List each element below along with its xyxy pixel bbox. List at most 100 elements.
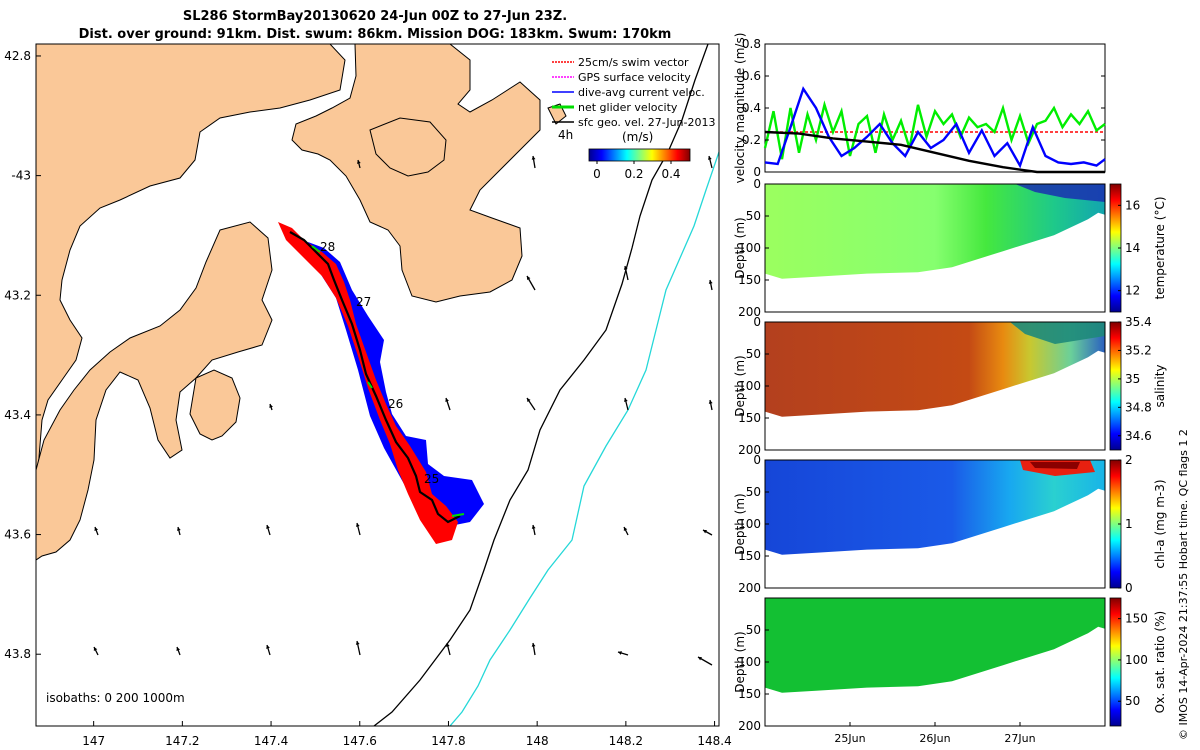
day-label-25: 25 <box>424 472 439 486</box>
day-label-26: 26 <box>388 397 403 411</box>
current-arrow-head <box>527 398 531 402</box>
current-arrow-head <box>531 156 536 160</box>
colorbar-tick-label: 16 <box>1125 198 1140 212</box>
speed-colorbar-title: (m/s) <box>622 130 653 144</box>
colorbar-tick-label: 35.2 <box>1125 343 1152 357</box>
colorbar-tick-label: 0 <box>1125 581 1133 595</box>
current-arrow-head <box>93 647 98 651</box>
current-arrow-head <box>355 523 360 527</box>
velocity-y-axis: 0 0.2 0.4 0.6 0.8 <box>742 37 1105 179</box>
day-label-28: 28 <box>320 240 335 254</box>
section-cold-surface <box>1015 184 1105 202</box>
velocity-ylabel: velocity magnitude (m/s) <box>733 33 747 184</box>
map-frame <box>35 43 720 727</box>
map-xtick-label: 147.2 <box>165 734 199 748</box>
section-ytick-label: 100 <box>738 655 761 669</box>
velocity-series-3 <box>764 130 1105 174</box>
section-ytick-label: 0 <box>753 453 761 467</box>
colorbar-tick-label: 14 <box>1125 241 1140 255</box>
section-ytick-label: 200 <box>738 581 761 595</box>
velocity-panel[interactable]: 0 0.2 0.4 0.6 0.8 velocity magnitude (m/s) <box>733 33 1106 184</box>
section-ytick-label: 200 <box>738 443 761 457</box>
colorbar-tick-label: 34.6 <box>1125 429 1152 443</box>
legend-label-swim: 25cm/s swim vector <box>578 56 689 69</box>
date-tick-label: 27Jun <box>1004 732 1035 745</box>
map-panel[interactable]: 28 27 26 25 isobaths: 0 200 1000m <box>36 44 719 726</box>
map-xtick-label: 148 <box>526 734 549 748</box>
section-ytick-label: 50 <box>746 209 761 223</box>
map-xtick-label: 148.4 <box>697 734 731 748</box>
current-arrow-head <box>623 398 628 402</box>
speed-colorbar-tick-0: 0 <box>593 167 601 181</box>
section-chl-peak <box>1030 462 1080 469</box>
current-arrow-head <box>176 527 181 531</box>
map-longitude-axis: 147 147.2 147.4 147.6 147.8 148 148.2 148.4 <box>82 721 732 748</box>
map-title-line1: SL286 StormBay20130620 24-Jun 00Z to 27-… <box>183 9 567 24</box>
velocity-ytick-label: 0 <box>753 165 761 179</box>
section-fresh-surface <box>1010 322 1105 344</box>
section-ylabel: Depth (m) <box>733 355 747 416</box>
current-arrow-head <box>94 527 99 531</box>
current-arrow-head <box>527 276 531 280</box>
section-data-temperature <box>765 184 1105 279</box>
legend-label-dive-avg: dive-avg current veloc. <box>578 86 705 99</box>
date-tick-label: 25Jun <box>834 732 865 745</box>
colorbar-tick-label: 35.4 <box>1125 315 1152 329</box>
section-ylabel: Depth (m) <box>733 217 747 278</box>
section-ytick-label: 200 <box>738 719 761 733</box>
current-arrow-head <box>708 280 713 284</box>
glider-track <box>289 231 461 524</box>
section-ytick-label: 50 <box>746 485 761 499</box>
section-ylabel: Depth (m) <box>733 631 747 692</box>
colorbar-label: Ox. sat. ratio (%) <box>1153 611 1167 713</box>
colorbar-tick-label: 100 <box>1125 653 1148 667</box>
map-ytick-label: 43.8 <box>4 647 31 661</box>
day-label-27: 27 <box>356 295 371 309</box>
section-panel-salinity[interactable]: 0 50 100 150 200 Depth (m) 34.6 34.8 35 35.2 35.4 s… <box>733 315 1167 457</box>
map-ytick-label: 43.6 <box>4 528 31 542</box>
section-panel-temperature[interactable]: 0 50 100 150 200 Depth (m) 12 14 16 temperature (… <box>733 177 1167 319</box>
section-ytick-label: 200 <box>738 305 761 319</box>
current-arrow-head <box>618 651 622 655</box>
glider-net-velocity <box>311 245 465 517</box>
land-west-headland <box>36 221 273 561</box>
section-ytick-label: 100 <box>738 517 761 531</box>
section-ytick-label: 150 <box>738 411 761 425</box>
section-panel-chl-a[interactable]: 0 50 100 150 200 Depth (m) 0 1 2 chl-a (mg m-3) <box>733 453 1167 595</box>
colorbar-tick-label: 1 <box>1125 517 1133 531</box>
isobaths-label: isobaths: 0 200 1000m <box>46 691 185 705</box>
land-island-small <box>547 103 567 125</box>
section-ytick-label: 150 <box>738 273 761 287</box>
map-xtick-label: 147.6 <box>343 734 377 748</box>
current-arrow-head <box>355 641 360 645</box>
map-ytick-label: -43 <box>11 169 31 183</box>
section-colorbar <box>1109 597 1122 727</box>
interval-label: 4h <box>558 128 573 142</box>
legend-label-geo: sfc geo. vel. 27-Jun-2013 <box>578 116 715 129</box>
section-ytick-label: 150 <box>738 687 761 701</box>
colorbar-label: salinity <box>1153 364 1167 407</box>
section-ytick-label: 150 <box>738 549 761 563</box>
map-title-line2: Dist. over ground: 91km. Dist. swum: 86k… <box>79 27 672 42</box>
map-xtick-label: 147 <box>82 734 105 748</box>
current-arrow-head <box>708 400 713 404</box>
geostrophic-vector-field <box>93 155 713 666</box>
current-arrow-head <box>269 404 273 408</box>
legend-label-gps: GPS surface velocity <box>578 71 691 84</box>
section-ytick-label: 50 <box>746 623 761 637</box>
land-forestier <box>369 117 447 177</box>
velocity-series <box>763 86 1106 174</box>
colorbar-tick-label: 12 <box>1125 284 1140 298</box>
time-axis: 25Jun 26Jun 27Jun <box>834 722 1036 745</box>
speed-colorbar-tick-2: 0.4 <box>661 167 680 181</box>
colorbar-label: chl-a (mg m-3) <box>1153 479 1167 568</box>
legend-label-net: net glider velocity <box>578 101 678 114</box>
section-ytick-label: 0 <box>753 315 761 329</box>
map-ytick-label: 43.4 <box>4 408 31 422</box>
map-legend: 25cm/s swim vector GPS surface velocity … <box>552 56 715 144</box>
current-arrow-head <box>623 266 628 270</box>
section-ytick-label: 100 <box>738 379 761 393</box>
current-arrow-head <box>623 527 628 531</box>
